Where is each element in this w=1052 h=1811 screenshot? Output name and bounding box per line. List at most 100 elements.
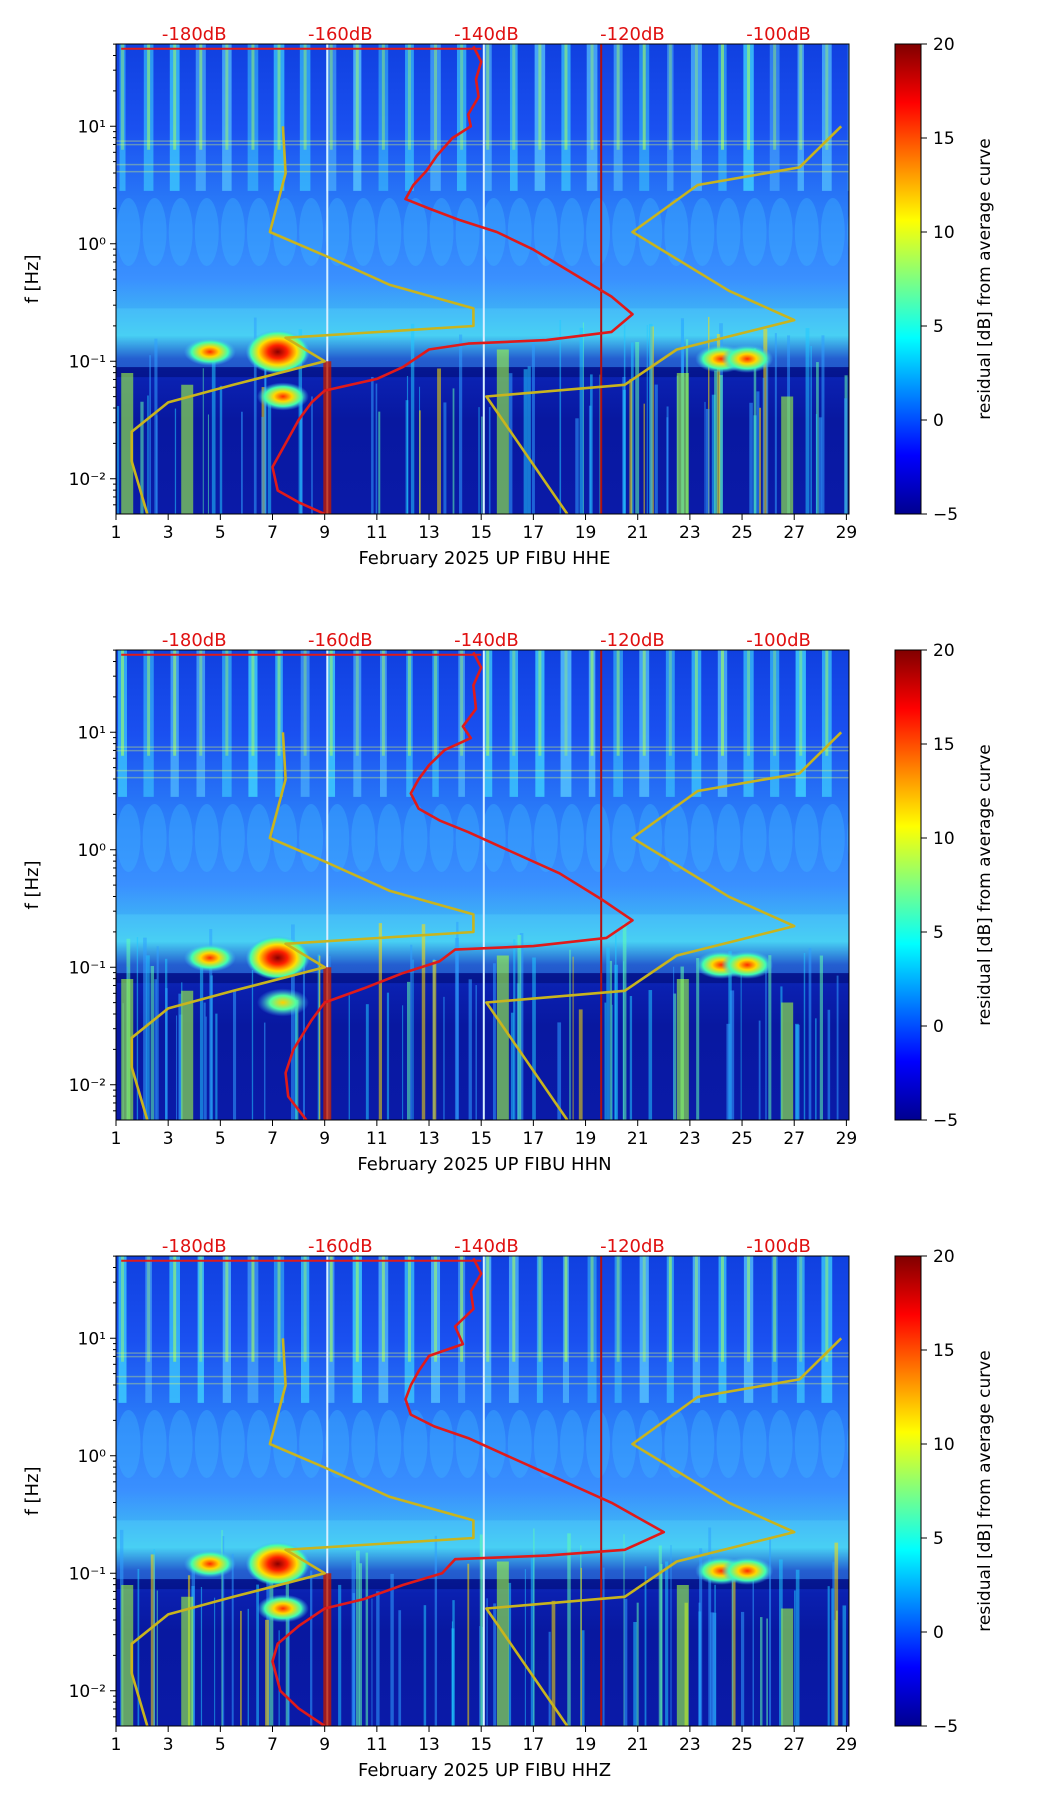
mid-band-plume: [690, 804, 715, 872]
low-frequency-event: [795, 1569, 800, 1726]
low-frequency-event: [636, 1602, 639, 1726]
low-frequency-event: [759, 407, 762, 514]
spectral-line: [116, 749, 849, 752]
low-frequency-event: [731, 1574, 736, 1726]
low-frequency-event: [629, 996, 633, 1120]
daily-noise-core: [381, 44, 385, 150]
low-frequency-event: [508, 373, 513, 514]
low-frequency-event: [666, 406, 669, 514]
db-scale-label: -180dB: [162, 630, 227, 651]
daily-noise-core: [747, 44, 751, 150]
x-tick-label: 9: [319, 1735, 330, 1755]
x-tick-label: 27: [783, 1129, 805, 1149]
low-frequency-event: [479, 1534, 483, 1726]
low-frequency-event: [231, 1553, 234, 1726]
daily-noise-core: [199, 1256, 203, 1362]
mid-band-plume: [820, 198, 845, 266]
low-frequency-event: [150, 965, 154, 1120]
daily-noise-core: [407, 650, 411, 756]
microseism-notch: [116, 973, 849, 984]
db-scale-label: -180dB: [162, 1236, 227, 1257]
colorbar-tick-label: 5: [933, 317, 944, 337]
x-tick-label: 9: [319, 523, 330, 543]
daily-noise-core: [277, 1256, 281, 1362]
low-frequency-event: [278, 1630, 280, 1726]
low-frequency-event: [622, 389, 626, 514]
daily-noise-core: [538, 1256, 542, 1362]
mid-band-plume: [246, 1410, 271, 1478]
low-frequency-event: [578, 1009, 583, 1120]
mid-band-plume: [325, 1410, 350, 1478]
daily-noise-streak: [222, 650, 232, 797]
daily-noise-core: [381, 650, 385, 756]
low-frequency-event: [819, 955, 823, 1120]
low-frequency-event: [318, 955, 321, 1120]
daily-noise-core: [460, 44, 464, 150]
colorbar-tick-label: 20: [933, 1247, 955, 1267]
y-tick-label: 10⁻²: [69, 1682, 106, 1702]
low-frequency-event: [219, 385, 223, 514]
x-tick-label: 13: [418, 523, 440, 543]
x-tick-label: 27: [783, 523, 805, 543]
average-psd-curve: [271, 45, 634, 514]
colorbar-tick-label: −5: [933, 1111, 958, 1131]
mid-band-plume: [559, 1410, 584, 1478]
spectral-line: [116, 170, 849, 173]
x-tick-label: 29: [836, 1129, 858, 1149]
low-frequency-event: [239, 1610, 242, 1726]
mid-band-plume: [194, 198, 219, 266]
low-frequency-event: [410, 944, 413, 1120]
daily-noise-streak: [432, 650, 439, 797]
daily-noise-core: [329, 650, 333, 756]
low-frequency-burst: [181, 990, 194, 1120]
mid-band-plume: [794, 804, 819, 872]
daily-noise-core: [225, 44, 229, 150]
y-tick-label: 10⁰: [78, 1447, 107, 1467]
daily-noise-core: [590, 1256, 594, 1362]
daily-noise-core: [303, 650, 307, 756]
daily-noise-core: [694, 44, 698, 150]
low-frequency-event: [711, 394, 716, 514]
low-frequency-event: [794, 1590, 796, 1726]
low-frequency-event: [199, 960, 204, 1120]
x-tick-label: 23: [679, 523, 701, 543]
x-tick-label: 29: [836, 523, 858, 543]
low-frequency-event: [264, 348, 266, 514]
low-frequency-event: [524, 1569, 526, 1726]
low-frequency-event: [488, 407, 491, 514]
low-frequency-event: [412, 959, 414, 1120]
mid-band-plume: [612, 1410, 637, 1478]
low-frequency-event: [821, 335, 825, 514]
low-frequency-event: [629, 378, 633, 514]
daily-noise-streak: [509, 650, 519, 797]
low-frequency-event: [452, 388, 455, 514]
noise-model-curve: [130, 126, 475, 514]
mid-band-plume: [142, 804, 167, 872]
hot-spot: [245, 1541, 310, 1586]
mid-band-plume: [194, 1410, 219, 1478]
low-frequency-event: [844, 398, 848, 514]
spectral-line: [116, 163, 849, 166]
mid-band-plume: [507, 804, 532, 872]
low-frequency-event: [766, 360, 769, 514]
low-frequency-event: [567, 1533, 571, 1726]
daily-noise-core: [773, 44, 777, 150]
daily-noise-streak: [119, 44, 126, 191]
low-frequency-event: [145, 955, 150, 1120]
x-tick-label: 3: [163, 1735, 174, 1755]
low-frequency-event: [263, 1022, 266, 1120]
mid-band-plume: [638, 804, 663, 872]
mid-band-plume: [794, 198, 819, 266]
low-frequency-event: [402, 1005, 404, 1120]
mid-band-plume: [638, 198, 663, 266]
mid-band-plume: [664, 198, 689, 266]
y-tick-label: 10⁻¹: [69, 1564, 106, 1584]
low-frequency-event: [116, 406, 120, 514]
daily-noise-streak: [405, 44, 414, 191]
y-axis-label: f [Hz]: [22, 1466, 43, 1515]
low-frequency-event: [143, 937, 147, 1120]
low-frequency-event: [265, 1619, 269, 1726]
low-frequency-event: [253, 317, 257, 514]
colorbar-label: residual [dB] from average curve: [975, 138, 995, 419]
daily-noise-core: [694, 1256, 698, 1362]
